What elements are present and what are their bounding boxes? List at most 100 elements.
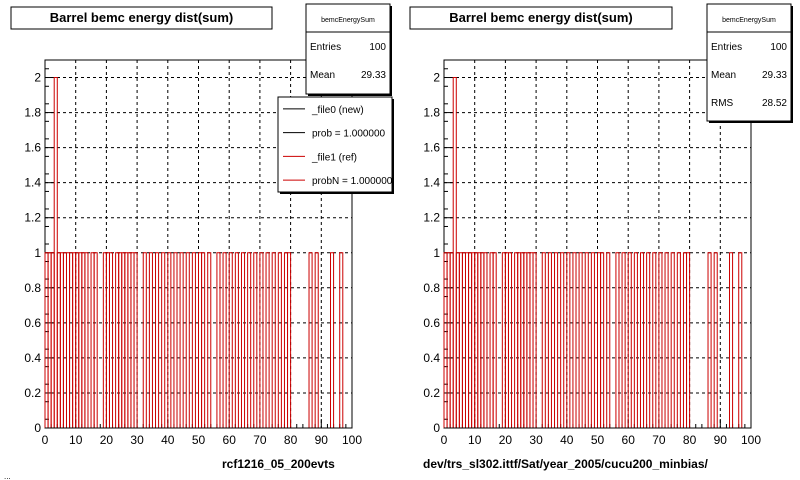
histogram-bin <box>265 252 270 428</box>
histogram-bin <box>572 252 577 428</box>
y-tick-label: 0.8 <box>24 281 41 295</box>
histogram-bin <box>483 252 488 428</box>
stats-value-mean: 29.33 <box>762 70 787 81</box>
histogram-bin <box>541 252 546 428</box>
stats-name: bemcEnergySum <box>722 17 776 24</box>
histogram-bin <box>271 252 276 428</box>
x-tick-label: 70 <box>652 433 666 447</box>
histogram-panel-2: Barrel bemc energy dist(sum)0 10 20 30 40 50 6… <box>409 3 793 447</box>
histogram-bin <box>161 252 166 428</box>
histogram-bin <box>314 252 319 428</box>
histogram-bin <box>247 252 252 428</box>
histogram-bin <box>148 252 153 428</box>
legend-frame <box>277 96 393 193</box>
histogram-bin <box>222 252 227 428</box>
histogram-bin <box>492 252 497 428</box>
stats-label-entries: Entries <box>711 42 742 53</box>
x-tick-label: 20 <box>499 433 513 447</box>
y-tick-label: 0 <box>34 421 41 435</box>
stats-value-rms: 28.52 <box>762 98 787 109</box>
legend: _file0 (new) prob = 1.000000 _file1 (ref) p… <box>277 96 394 194</box>
chart-title: Barrel bemc energy dist(sum) <box>50 10 234 25</box>
legend-label: prob = 1.000000 <box>312 129 386 140</box>
histogram-bin <box>729 252 734 428</box>
histogram-bin <box>639 252 645 428</box>
histogram-bin <box>216 252 221 428</box>
x-tick-label: 30 <box>529 433 543 447</box>
histogram-bin <box>600 252 605 428</box>
stats-name: bemcEnergySum <box>321 17 375 24</box>
stats-box: bemcEnergySum Entries 100 Mean 29.33 <box>305 3 392 96</box>
histogram-bin <box>253 252 258 428</box>
x-tick-label: 40 <box>161 433 175 447</box>
histogram-bin <box>652 252 657 428</box>
histogram-bin <box>167 252 172 428</box>
x-tick-label: 30 <box>130 433 144 447</box>
histogram-bin <box>155 252 160 428</box>
histogram-bin <box>646 252 651 428</box>
histogram-bin <box>566 252 571 428</box>
y-tick-label: 0.6 <box>24 316 41 330</box>
title-box <box>409 6 673 30</box>
stats-value-entries: 100 <box>369 42 386 53</box>
stats-box: bemcEnergySum Entries 100 Mean 29.33 RMS 28.52 <box>706 3 793 123</box>
histogram-bin <box>339 252 344 428</box>
x-tick-label: 70 <box>253 433 267 447</box>
histogram-bin <box>627 252 632 428</box>
x-tick-label: 50 <box>591 433 605 447</box>
x-tick-label: 90 <box>714 433 728 447</box>
x-tick-label: 60 <box>622 433 636 447</box>
histogram-bin <box>560 252 565 428</box>
x-tick-label: 10 <box>69 433 83 447</box>
stats-label-mean: Mean <box>310 70 335 81</box>
stats-value-mean: 29.33 <box>361 70 386 81</box>
footer-clip: ... <box>4 472 11 480</box>
histogram-bin <box>590 252 595 428</box>
x-tick-label: 0 <box>441 433 448 447</box>
histogram-bin <box>578 252 583 428</box>
x-tick-label: 100 <box>741 433 761 447</box>
y-tick-label: 2 <box>34 71 41 85</box>
histogram-bin <box>707 252 712 428</box>
histogram-bin <box>142 252 147 428</box>
x-tick-label: 60 <box>223 433 237 447</box>
canvas-left-label: rcf1216_05_200evts <box>222 457 335 471</box>
canvas-right-label: dev/trs_sl302.ittf/Sat/year_2005/cucu200… <box>423 457 708 471</box>
x-tick-label: 10 <box>468 433 482 447</box>
histogram-bin <box>277 252 282 428</box>
histogram-bin <box>615 252 620 428</box>
histogram-bin <box>228 252 233 428</box>
histogram-bin <box>93 252 98 428</box>
histogram-bin <box>633 252 638 428</box>
series <box>44 77 352 429</box>
y-tick-label: 0.4 <box>24 351 41 365</box>
histogram-bin <box>330 252 335 428</box>
legend-label: probN = 1.000000 <box>312 176 393 187</box>
series <box>443 77 751 429</box>
x-tick-label: 0 <box>42 433 49 447</box>
stats-label-entries: Entries <box>310 42 341 53</box>
y-tick-label: 1.8 <box>423 106 440 120</box>
y-tick-label: 0.2 <box>24 386 41 400</box>
x-tick-label: 80 <box>683 433 697 447</box>
histogram-bin <box>686 252 691 428</box>
y-tick-label: 1.6 <box>423 141 440 155</box>
histogram-bin <box>173 252 178 428</box>
histogram-bin <box>259 252 264 428</box>
x-tick-label: 40 <box>560 433 574 447</box>
legend-entries: _file0 (new) prob = 1.000000 _file1 (ref) p… <box>283 105 393 187</box>
stats-frame <box>305 3 391 95</box>
stats-label-mean: Mean <box>711 70 736 81</box>
x-tick-label: 80 <box>284 433 298 447</box>
legend-label: _file1 (ref) <box>311 152 357 163</box>
y-tick-label: 2 <box>433 71 440 85</box>
stats-frame <box>706 3 792 122</box>
histogram-bin <box>207 252 212 428</box>
y-tick-label: 1.4 <box>423 176 440 190</box>
histogram-bin <box>179 252 184 428</box>
histogram-bin <box>738 252 743 428</box>
histogram-bin <box>84 252 89 428</box>
histogram-bin <box>713 252 718 428</box>
stats-label-rms: RMS <box>711 98 734 109</box>
histogram-bin <box>240 252 246 428</box>
